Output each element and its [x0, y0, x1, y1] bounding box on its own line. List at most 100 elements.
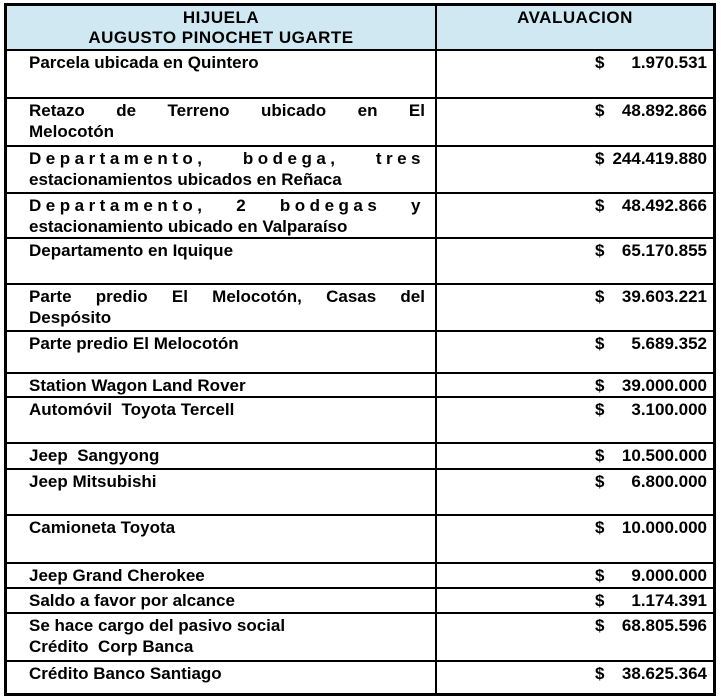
avaluacion-cell: $68.805.596 — [437, 614, 713, 660]
amount-field: $10.000.000 — [595, 517, 707, 538]
table-row: Jeep Mitsubishi $6.800.000 — [7, 468, 713, 514]
amount-field: $9.000.000 — [595, 565, 707, 586]
hijuela-text-line: Departamento, 2 bodegas y — [29, 196, 425, 215]
hijuela-cell: Departamento, 2 bodegas y estacionamiento… — [7, 194, 437, 237]
amount-value: 5.689.352 — [631, 334, 707, 353]
currency-symbol: $ — [595, 616, 605, 635]
avaluacion-cell: $39.603.221 — [437, 285, 713, 330]
hijuela-text-line: Jeep Grand Cherokee — [29, 566, 205, 585]
header-owner-name: AUGUSTO PINOCHET UGARTE — [88, 28, 354, 47]
avaluacion-cell: $10.000.000 — [437, 516, 713, 562]
table-body: Parcela ubicada en Quintero $1.970.531 Ret… — [7, 49, 713, 693]
amount-field: $3.100.000 — [595, 399, 707, 420]
amount-field: $65.170.855 — [595, 240, 707, 261]
currency-symbol: $ — [595, 664, 605, 683]
currency-symbol: $ — [595, 101, 605, 120]
avaluacion-cell: $9.000.000 — [437, 564, 713, 587]
hijuela-text-line: Departamento en Iquique — [29, 241, 234, 260]
avaluacion-cell: $3.100.000 — [437, 398, 713, 442]
hijuela-text-line: Crédito Corp Banca — [29, 637, 194, 656]
amount-field: $48.892.866 — [595, 100, 707, 121]
hijuela-cell: Jeep Sangyong — [7, 444, 437, 468]
hijuela-text-line: Station Wagon Land Rover — [29, 376, 246, 395]
amount-value: 68.805.596 — [621, 616, 707, 635]
amount-value: 38.625.364 — [621, 664, 707, 683]
table-row: Jeep Sangyong $10.500.000 — [7, 442, 713, 468]
currency-symbol: $ — [595, 196, 605, 215]
avaluacion-cell: $48.492.866 — [437, 194, 713, 237]
hijuela-text-line: Camioneta Toyota — [29, 518, 176, 537]
amount-field: $39.603.221 — [595, 286, 707, 307]
table-row: Departamento, 2 bodegas y estacionamiento… — [7, 192, 713, 237]
avaluacion-cell: $1.970.531 — [437, 51, 713, 97]
amount-value: 3.100.000 — [631, 400, 707, 419]
amount-value: 48.892.866 — [621, 101, 707, 120]
avaluacion-cell: $65.170.855 — [437, 239, 713, 283]
amount-value: 244.419.880 — [612, 149, 707, 168]
table-row: Jeep Grand Cherokee $9.000.000 — [7, 562, 713, 587]
hijuela-text-line: Crédito Banco Santiago — [29, 664, 222, 683]
hijuela-text-line: Saldo a favor por alcance — [29, 591, 235, 610]
hijuela-text-line: Parte predio El Melocotón, Casas del — [29, 287, 425, 306]
avaluacion-cell: $39.000.000 — [437, 374, 713, 396]
amount-value: 6.800.000 — [631, 472, 707, 491]
table-row: Saldo a favor por alcance $1.174.391 — [7, 587, 713, 612]
table-row: Station Wagon Land Rover $39.000.000 — [7, 372, 713, 396]
avaluacion-cell: $6.800.000 — [437, 470, 713, 514]
currency-symbol: $ — [595, 591, 605, 610]
currency-symbol: $ — [595, 53, 605, 72]
hijuela-cell: Jeep Grand Cherokee — [7, 564, 437, 587]
hijuela-cell: Parcela ubicada en Quintero — [7, 51, 437, 97]
currency-symbol: $ — [595, 376, 605, 395]
currency-symbol: $ — [595, 472, 605, 491]
table-row: Se hace cargo del pasivo social Crédito C… — [7, 612, 713, 660]
amount-value: 10.500.000 — [621, 446, 707, 465]
avaluacion-cell: $1.174.391 — [437, 589, 713, 612]
hijuela-cell: Saldo a favor por alcance — [7, 589, 437, 612]
amount-value: 1.970.531 — [631, 53, 707, 72]
hijuela-cell: Retazo de Terreno ubicado en El Melocotón — [7, 99, 437, 145]
amount-value: 1.174.391 — [631, 591, 707, 610]
hijuela-text-line: Departamento, bodega, tres — [29, 149, 425, 168]
header-avaluacion-cell: AVALUACION — [437, 6, 713, 49]
currency-symbol: $ — [595, 241, 605, 260]
currency-symbol: $ — [595, 149, 605, 168]
hijuela-cell: Camioneta Toyota — [7, 516, 437, 562]
table-row: Crédito Banco Santiago $38.625.364 — [7, 660, 713, 693]
hijuela-text-line: Jeep Mitsubishi — [29, 472, 157, 491]
hijuela-cell: Parte predio El Melocotón, Casas del Desp… — [7, 285, 437, 330]
amount-value: 39.000.000 — [621, 376, 707, 395]
avaluacion-cell: $10.500.000 — [437, 444, 713, 468]
avaluacion-cell: $244.419.880 — [437, 147, 713, 192]
hijuela-cell: Se hace cargo del pasivo social Crédito C… — [7, 614, 437, 660]
header-hijuela-cell: HIJUELA AUGUSTO PINOCHET UGARTE — [7, 6, 437, 49]
currency-symbol: $ — [595, 400, 605, 419]
hijuela-text-line: estacionamiento ubicado en Valparaíso — [29, 217, 348, 236]
amount-value: 65.170.855 — [621, 241, 707, 260]
hijuela-text-line: Jeep Sangyong — [29, 446, 160, 465]
table-header-row: HIJUELA AUGUSTO PINOCHET UGARTE AVALUACI… — [7, 6, 713, 49]
hijuela-cell: Departamento, bodega, tres estacionamient… — [7, 147, 437, 192]
table-row: Retazo de Terreno ubicado en El Melocotón… — [7, 97, 713, 145]
avaluacion-cell: $5.689.352 — [437, 332, 713, 372]
hijuela-cell: Station Wagon Land Rover — [7, 374, 437, 396]
avaluacion-cell: $38.625.364 — [437, 662, 713, 693]
amount-value: 48.492.866 — [621, 196, 707, 215]
hijuela-text-line: Despósito — [29, 308, 112, 327]
amount-field: $244.419.880 — [595, 148, 707, 169]
hijuela-text-line: Se hace cargo del pasivo social — [29, 616, 286, 635]
hijuela-cell: Automóvil Toyota Tercell — [7, 398, 437, 442]
currency-symbol: $ — [595, 518, 605, 537]
hijuela-cell: Crédito Banco Santiago — [7, 662, 437, 693]
hijuela-text-line: Parcela ubicada en Quintero — [29, 53, 259, 72]
amount-field: $10.500.000 — [595, 445, 707, 466]
amount-field: $1.970.531 — [595, 52, 707, 73]
amount-field: $5.689.352 — [595, 333, 707, 354]
header-hijuela-title: HIJUELA — [182, 8, 260, 27]
table-row: Parte predio El Melocotón $5.689.352 — [7, 330, 713, 372]
hijuela-text-line: Retazo de Terreno ubicado en El — [29, 101, 425, 120]
currency-symbol: $ — [595, 566, 605, 585]
amount-field: $39.000.000 — [595, 375, 707, 396]
hijuela-cell: Parte predio El Melocotón — [7, 332, 437, 372]
hijuela-avaluacion-table: HIJUELA AUGUSTO PINOCHET UGARTE AVALUACI… — [4, 3, 716, 696]
